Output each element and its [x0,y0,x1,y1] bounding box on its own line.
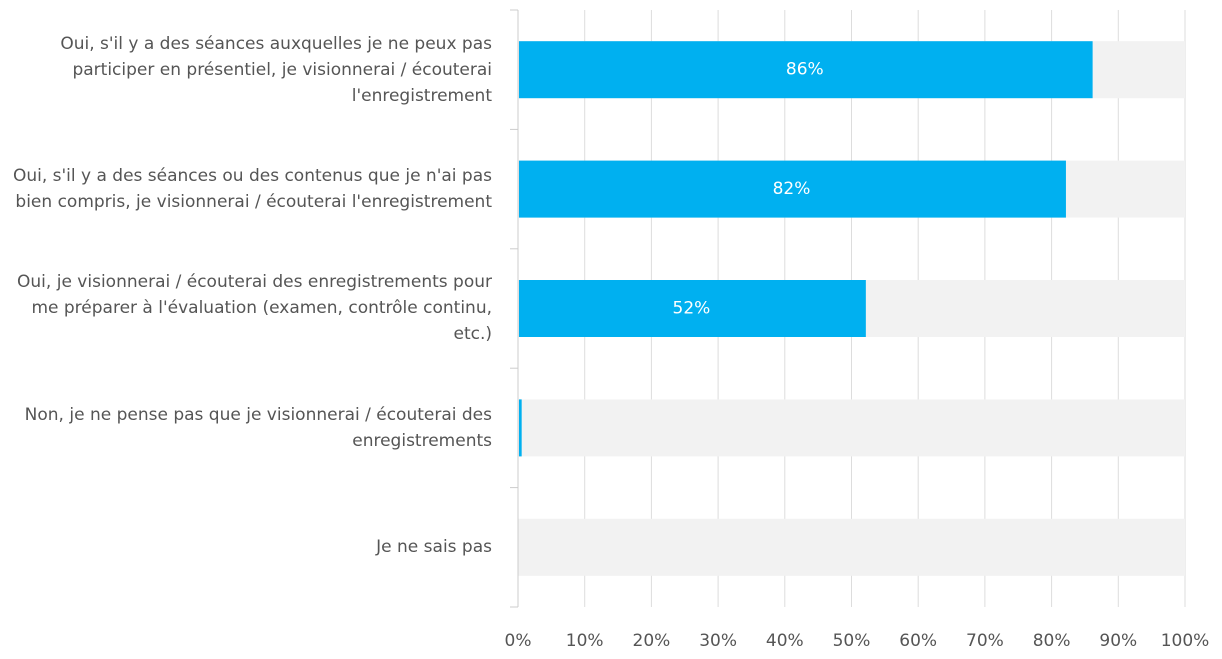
x-tick-label: 40% [766,631,804,651]
y-tick-label: Oui, je visionnerai / écouterai des enre… [17,272,492,345]
bar [519,399,522,457]
bar [519,160,1066,218]
y-tick-label: Oui, s'il y a des séances ou des contenu… [12,166,492,213]
bar [519,41,1093,99]
y-tick-label-box: Je ne sais pas [0,488,492,607]
y-tick-label: Oui, s'il y a des séances auxquelles je … [60,33,492,106]
data-label: 82% [773,179,811,199]
x-tick-label: 70% [966,631,1004,651]
x-tick-label: 20% [633,631,671,651]
x-tick-label: 90% [1099,631,1137,651]
data-label: 52% [673,299,711,319]
y-tick-label: Je ne sais pas [376,537,492,558]
data-label: 86% [786,60,824,80]
x-tick-label: 60% [899,631,937,651]
y-tick-label-box: Oui, je visionnerai / écouterai des enre… [0,249,492,368]
bar-background [518,399,1185,457]
x-tick-label: 10% [566,631,604,651]
x-tick-label: 80% [1033,631,1071,651]
bar-background [518,518,1185,576]
y-tick-label: Non, je ne pense pas que je visionnerai … [24,404,492,451]
bar [519,280,866,337]
y-tick-label-box: Oui, s'il y a des séances ou des contenu… [0,129,492,248]
x-tick-label: 100% [1161,631,1210,651]
y-tick-label-box: Oui, s'il y a des séances auxquelles je … [0,10,492,129]
y-tick-label-box: Non, je ne pense pas que je visionnerai … [0,368,492,487]
x-tick-label: 0% [505,631,532,651]
x-tick-label: 30% [699,631,737,651]
x-tick-label: 50% [833,631,871,651]
